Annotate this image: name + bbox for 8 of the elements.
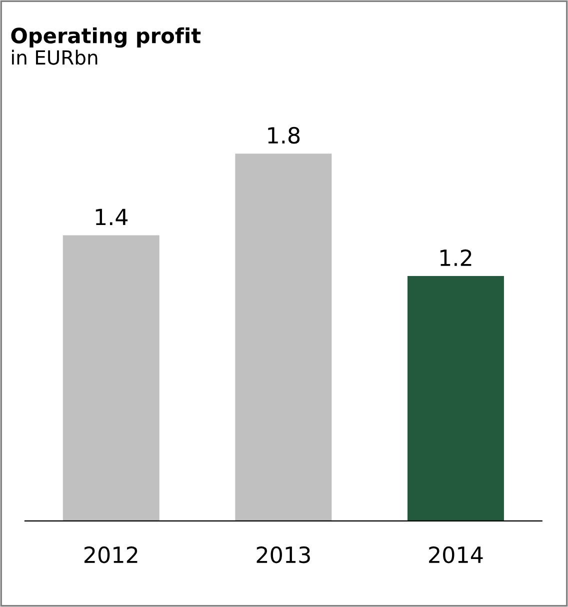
x-tick-label: 2012 — [84, 546, 138, 564]
data-label: 1.2 — [440, 249, 472, 266]
chart-subtitle: in EURbn — [12, 50, 98, 65]
chart-title: Operating profit — [11, 27, 201, 48]
data-label: 1.4 — [96, 208, 128, 226]
x-tick-label: 2013 — [256, 546, 310, 564]
data-label: 1.8 — [268, 126, 300, 144]
x-tick-label: 2014 — [429, 546, 483, 564]
